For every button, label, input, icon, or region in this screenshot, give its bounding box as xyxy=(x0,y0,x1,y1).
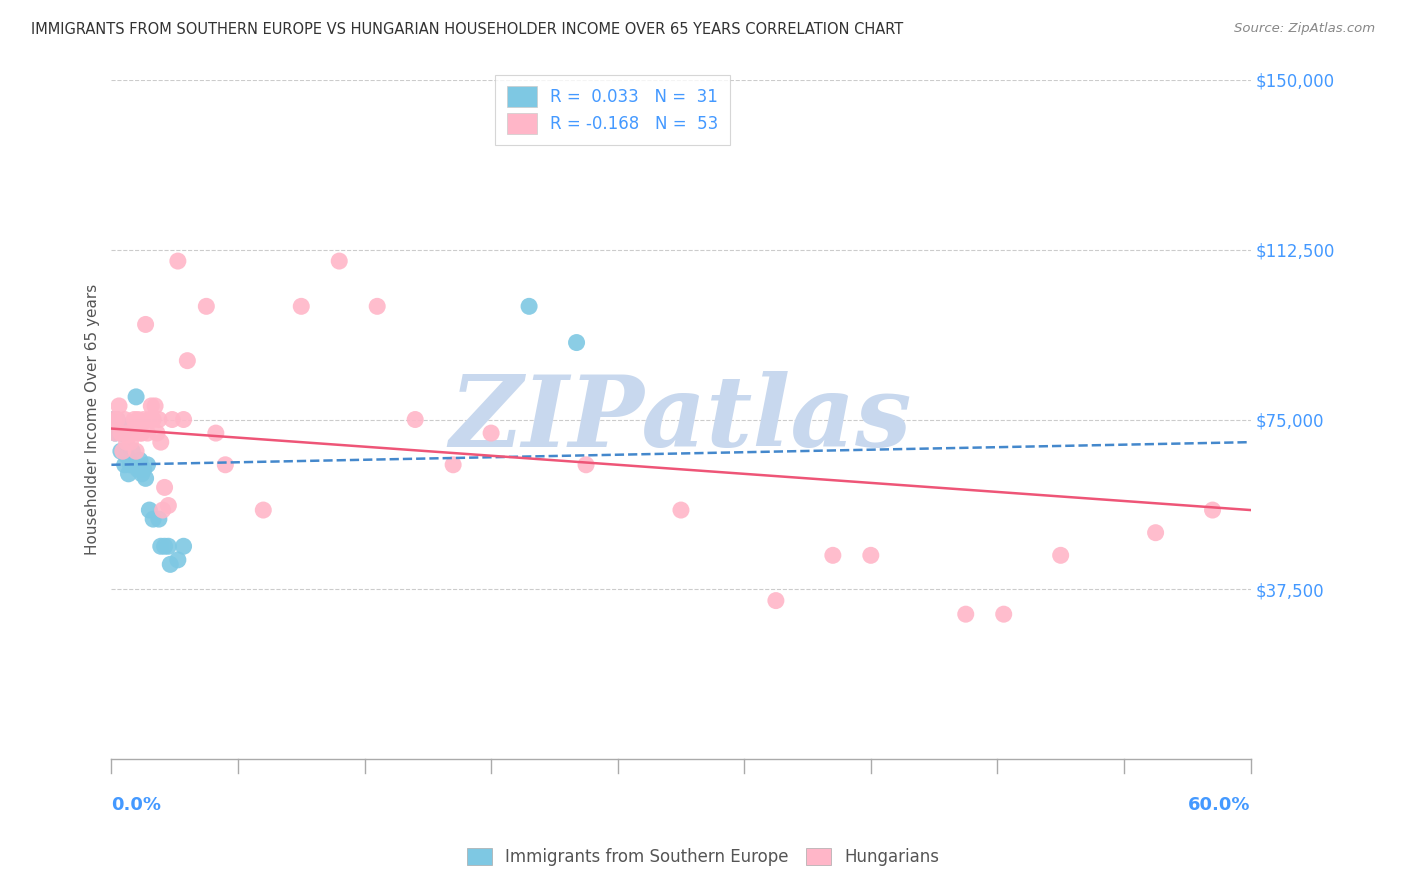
Point xyxy=(142,512,165,526)
Y-axis label: Householder Income Over 65 years: Householder Income Over 65 years xyxy=(86,284,100,555)
Point xyxy=(120,435,142,450)
Point xyxy=(159,558,181,572)
Point xyxy=(146,426,169,441)
Point xyxy=(127,462,149,476)
Point xyxy=(479,426,502,441)
Point xyxy=(859,549,882,563)
Point xyxy=(517,299,540,313)
Point xyxy=(157,499,180,513)
Point xyxy=(205,426,228,441)
Point xyxy=(153,480,176,494)
Point xyxy=(955,607,977,622)
Point xyxy=(441,458,464,472)
Point xyxy=(575,458,598,472)
Point xyxy=(105,412,128,426)
Point xyxy=(121,444,143,458)
Text: 60.0%: 60.0% xyxy=(1188,796,1250,814)
Point xyxy=(1049,549,1071,563)
Point xyxy=(111,444,134,458)
Point xyxy=(127,412,149,426)
Point xyxy=(148,412,170,426)
Text: ZIPatlas: ZIPatlas xyxy=(450,371,912,467)
Point xyxy=(105,412,128,426)
Point xyxy=(115,449,138,463)
Point xyxy=(138,412,160,426)
Point xyxy=(290,299,312,313)
Point xyxy=(152,503,174,517)
Point xyxy=(148,512,170,526)
Point xyxy=(132,462,155,476)
Point xyxy=(111,426,134,441)
Point xyxy=(103,412,125,426)
Text: 0.0%: 0.0% xyxy=(111,796,162,814)
Point xyxy=(132,412,155,426)
Point xyxy=(128,426,150,441)
Point xyxy=(136,458,159,472)
Point xyxy=(131,426,153,441)
Point xyxy=(138,503,160,517)
Legend: Immigrants from Southern Europe, Hungarians: Immigrants from Southern Europe, Hungari… xyxy=(460,841,946,873)
Point xyxy=(104,426,127,441)
Point xyxy=(122,458,145,472)
Point xyxy=(117,467,139,481)
Point xyxy=(135,318,157,332)
Point xyxy=(993,607,1015,622)
Point xyxy=(136,426,159,441)
Point xyxy=(565,335,588,350)
Point xyxy=(366,299,388,313)
Point xyxy=(173,412,195,426)
Text: IMMIGRANTS FROM SOUTHERN EUROPE VS HUNGARIAN HOUSEHOLDER INCOME OVER 65 YEARS CO: IMMIGRANTS FROM SOUTHERN EUROPE VS HUNGA… xyxy=(31,22,903,37)
Point xyxy=(135,471,157,485)
Point xyxy=(104,426,127,441)
Point xyxy=(103,412,125,426)
Point xyxy=(149,435,172,450)
Point xyxy=(1201,503,1223,517)
Point xyxy=(121,426,143,441)
Point xyxy=(143,399,166,413)
Point xyxy=(1144,525,1167,540)
Point xyxy=(117,426,139,441)
Point xyxy=(114,412,136,426)
Point xyxy=(108,399,131,413)
Legend: R =  0.033   N =  31, R = -0.168   N =  53: R = 0.033 N = 31, R = -0.168 N = 53 xyxy=(495,75,730,145)
Point xyxy=(128,453,150,467)
Point xyxy=(125,444,148,458)
Point xyxy=(167,254,190,268)
Point xyxy=(328,254,350,268)
Point xyxy=(122,412,145,426)
Point xyxy=(149,539,172,553)
Point xyxy=(141,399,163,413)
Point xyxy=(153,539,176,553)
Point xyxy=(160,412,183,426)
Point xyxy=(125,390,148,404)
Text: Source: ZipAtlas.com: Source: ZipAtlas.com xyxy=(1234,22,1375,36)
Point xyxy=(131,467,153,481)
Point xyxy=(252,503,274,517)
Point xyxy=(114,458,136,472)
Point xyxy=(821,549,844,563)
Point xyxy=(110,426,132,441)
Point xyxy=(157,539,180,553)
Point xyxy=(195,299,218,313)
Point xyxy=(765,593,787,607)
Point xyxy=(110,426,132,441)
Point xyxy=(176,353,198,368)
Point xyxy=(108,417,131,431)
Point xyxy=(214,458,236,472)
Point xyxy=(120,458,142,472)
Point xyxy=(167,553,190,567)
Point xyxy=(404,412,426,426)
Point xyxy=(110,444,132,458)
Point xyxy=(142,412,165,426)
Point xyxy=(115,435,138,450)
Point xyxy=(173,539,195,553)
Point xyxy=(669,503,692,517)
